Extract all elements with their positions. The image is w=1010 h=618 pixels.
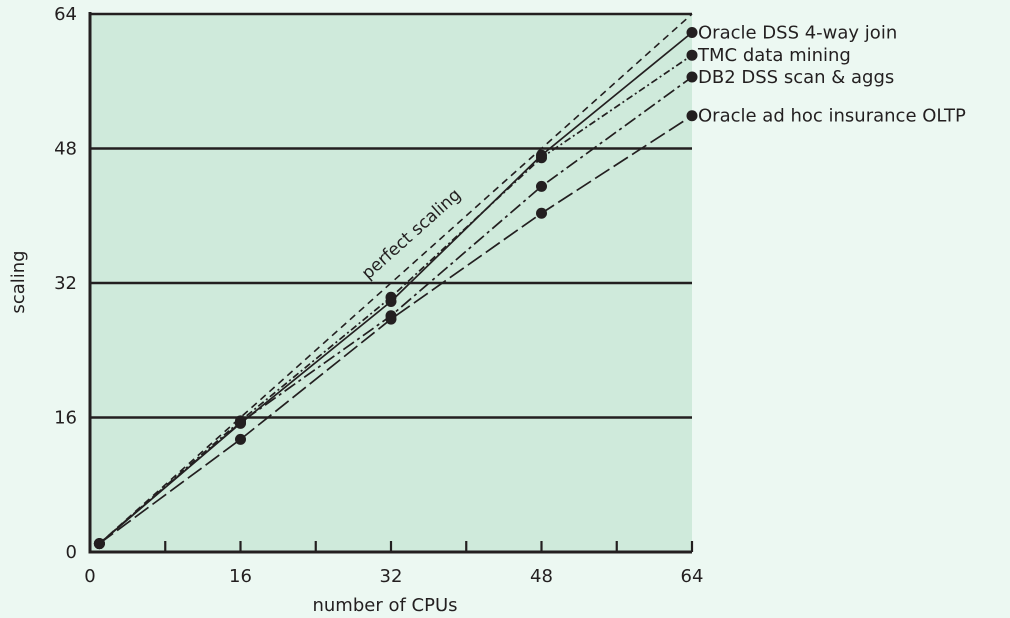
y-tick-label-32: 32: [54, 273, 77, 294]
legend-label-2: DB2 DSS scan & aggs: [698, 67, 894, 88]
y-tick-label-48: 48: [54, 139, 77, 160]
data-point-s3-4: [686, 110, 698, 122]
data-point-s1-4: [686, 49, 698, 61]
x-tick-label-32: 32: [380, 566, 403, 587]
data-point-s2-4: [686, 71, 698, 83]
y-tick-label-0: 0: [66, 542, 77, 563]
data-point-s1-2: [385, 291, 397, 303]
x-tick-label-16: 16: [229, 566, 252, 587]
legend-label-3: Oracle ad hoc insurance OLTP: [698, 106, 966, 127]
x-axis-ticks: 0 16 32 48 64: [84, 541, 703, 587]
series-points: [93, 26, 698, 550]
data-point-s3-0: [93, 538, 105, 550]
data-point-s3-1: [235, 433, 246, 445]
y-tick-label-16: 16: [54, 408, 77, 429]
data-point-s3-3: [536, 207, 547, 219]
x-tick-label-48: 48: [530, 566, 553, 587]
x-tick-label-0: 0: [84, 566, 95, 587]
x-axis-title: number of CPUs: [312, 595, 457, 616]
y-axis-title: scaling: [8, 250, 29, 313]
gridlines: [90, 12, 692, 419]
perfect-scaling-line: [98, 13, 693, 545]
data-point-s1-3: [536, 152, 547, 164]
data-point-s3-2: [385, 313, 397, 325]
legend-label-1: TMC data mining: [697, 45, 851, 66]
y-tick-label-64: 64: [54, 4, 77, 25]
x-tick-label-64: 64: [681, 566, 704, 587]
data-point-s2-1: [235, 417, 246, 429]
data-point-s0-4: [686, 26, 698, 38]
legend-label-0: Oracle DSS 4-way join: [698, 22, 897, 43]
y-axis-ticks: 0 16 32 48 64: [54, 4, 77, 563]
data-point-s2-3: [536, 180, 547, 192]
axes: [88, 12, 692, 554]
